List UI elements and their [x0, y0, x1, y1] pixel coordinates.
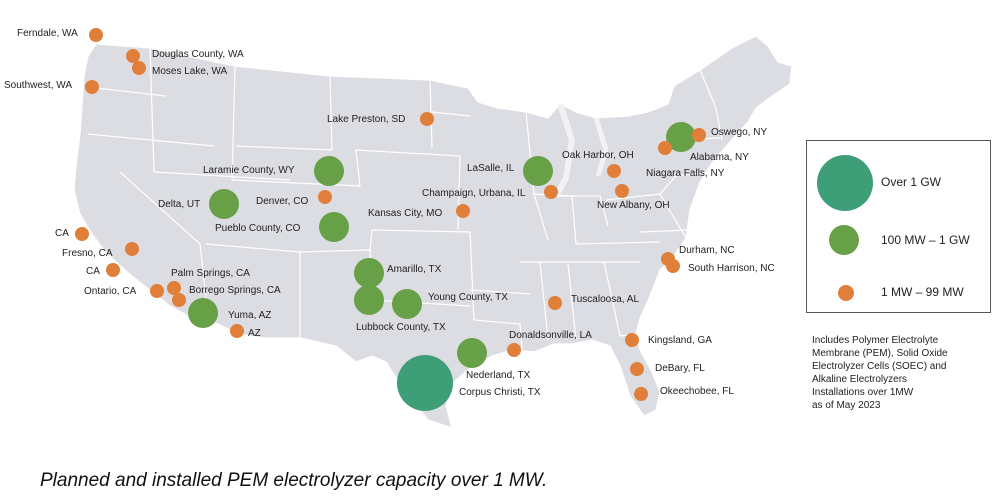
site-marker-small	[634, 387, 648, 401]
site-marker-small	[544, 185, 558, 199]
site-label: Yuma, AZ	[228, 310, 272, 321]
site-marker-small	[75, 227, 89, 241]
site-marker-medium	[354, 258, 384, 288]
site-label: Lake Preston, SD	[327, 114, 406, 125]
legend: Over 1 GW 100 MW – 1 GW 1 MW – 99 MW	[806, 140, 991, 313]
footnote-line: as of May 2023	[812, 400, 881, 411]
site-label: Okeechobee, FL	[660, 386, 734, 397]
footnote: Includes Polymer Electrolyte Membrane (P…	[812, 334, 992, 412]
legend-dot-over-1gw	[817, 155, 873, 211]
site-label: Oswego, NY	[711, 127, 768, 138]
site-marker-medium	[354, 285, 384, 315]
site-label: Kingsland, GA	[648, 335, 712, 346]
site-marker-small	[89, 28, 103, 42]
site-label: Palm Springs, CA	[171, 268, 250, 279]
legend-label-1mw-99mw: 1 MW – 99 MW	[881, 285, 964, 299]
footnote-line: Alkaline Electrolyzers	[812, 374, 908, 385]
site-markers	[75, 28, 706, 411]
site-marker-small	[456, 204, 470, 218]
site-marker-small	[132, 61, 146, 75]
site-label: Oak Harbor, OH	[562, 150, 634, 161]
site-marker-small	[126, 49, 140, 63]
site-marker-small	[615, 184, 629, 198]
site-label: Borrego Springs, CA	[189, 285, 281, 296]
land-layer	[73, 35, 793, 429]
site-label: Ferndale, WA	[17, 28, 78, 39]
site-marker-medium	[319, 212, 349, 242]
legend-label-100mw-1gw: 100 MW – 1 GW	[881, 233, 970, 247]
site-label: Pueblo County, CO	[215, 223, 301, 234]
site-marker-small	[625, 333, 639, 347]
site-label: Champaign, Urbana, IL	[422, 188, 526, 199]
site-marker-large	[397, 355, 453, 411]
site-label: CA	[55, 228, 69, 239]
site-label: New Albany, OH	[597, 200, 670, 211]
footnote-line: Electrolyzer Cells (SOEC) and	[812, 361, 947, 372]
site-label: Lubbock County, TX	[356, 322, 446, 333]
site-marker-medium	[457, 338, 487, 368]
us-land-shape	[73, 35, 793, 429]
site-marker-small	[150, 284, 164, 298]
site-marker-medium	[188, 298, 218, 328]
site-marker-small	[548, 296, 562, 310]
site-marker-small	[85, 80, 99, 94]
site-label: Young County, TX	[428, 292, 508, 303]
site-label: Niagara Falls, NY	[646, 168, 725, 179]
footnote-line: Installations over 1MW	[812, 387, 914, 398]
site-marker-small	[230, 324, 244, 338]
site-marker-small	[125, 242, 139, 256]
site-label: DeBary, FL	[655, 363, 705, 374]
site-label: Donaldsonville, LA	[509, 330, 592, 341]
site-label: Durham, NC	[679, 245, 735, 256]
site-label: Ontario, CA	[84, 286, 137, 297]
site-label: AZ	[248, 328, 261, 339]
site-label: Nederland, TX	[466, 370, 531, 381]
site-label: South Harrison, NC	[688, 263, 775, 274]
site-marker-medium	[666, 122, 696, 152]
site-marker-small	[420, 112, 434, 126]
legend-dot-1mw-99mw	[838, 285, 854, 301]
legend-label-over-1gw: Over 1 GW	[881, 175, 942, 189]
site-label: Fresno, CA	[62, 248, 113, 259]
site-label: Laramie County, WY	[203, 165, 295, 176]
footnote-line: Includes Polymer Electrolyte	[812, 335, 939, 346]
site-marker-medium	[209, 189, 239, 219]
site-label: Denver, CO	[256, 196, 309, 207]
site-label: Tuscaloosa, AL	[571, 294, 640, 305]
legend-dot-100mw-1gw	[829, 225, 859, 255]
site-marker-medium	[314, 156, 344, 186]
site-label: Kansas City, MO	[368, 208, 443, 219]
site-marker-small	[658, 141, 672, 155]
site-marker-medium	[523, 156, 553, 186]
site-label: CA	[86, 266, 100, 277]
site-marker-small	[106, 263, 120, 277]
map-caption: Planned and installed PEM electrolyzer c…	[40, 470, 548, 491]
site-label: Corpus Christi, TX	[459, 387, 541, 398]
site-label: Alabama, NY	[690, 152, 749, 163]
site-marker-small	[630, 362, 644, 376]
site-marker-small	[318, 190, 332, 204]
site-label: Moses Lake, WA	[152, 66, 228, 77]
site-label: Douglas County, WA	[152, 49, 244, 60]
footnote-line: Membrane (PEM), Solid Oxide	[812, 348, 948, 359]
site-marker-small	[692, 128, 706, 142]
site-label: Southwest, WA	[4, 80, 72, 91]
site-marker-small	[607, 164, 621, 178]
site-marker-small	[507, 343, 521, 357]
site-marker-small	[666, 259, 680, 273]
site-label: Delta, UT	[158, 199, 201, 210]
site-label: Amarillo, TX	[387, 264, 442, 275]
site-marker-medium	[392, 289, 422, 319]
site-marker-small	[172, 293, 186, 307]
site-label: LaSalle, IL	[467, 163, 515, 174]
site-marker-small	[167, 281, 181, 295]
